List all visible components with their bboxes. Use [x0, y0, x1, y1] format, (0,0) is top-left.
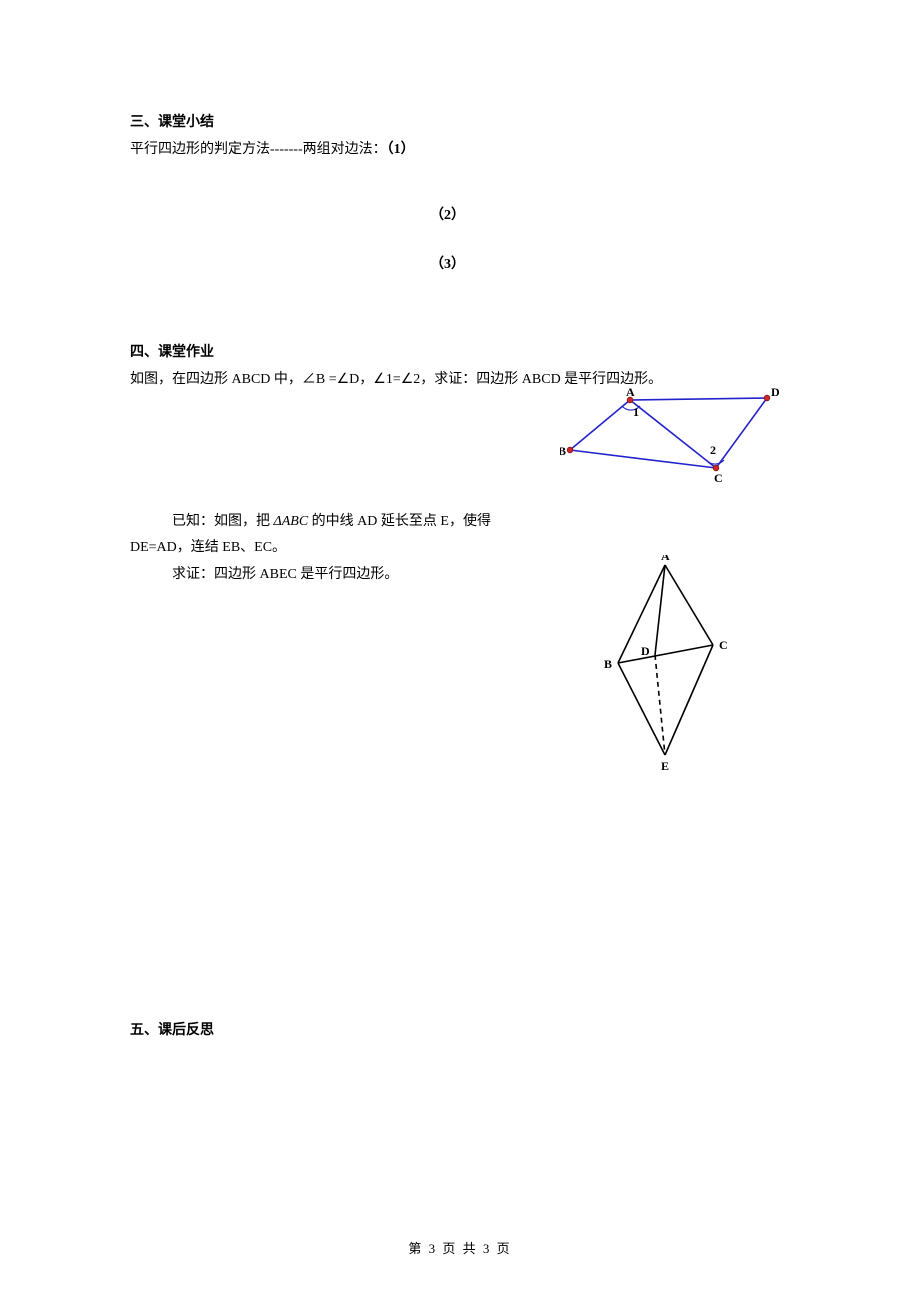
svg-text:2: 2	[710, 443, 716, 457]
section4-heading: 四、课堂作业	[130, 340, 790, 367]
svg-text:A: A	[661, 555, 670, 563]
svg-text:B: B	[604, 657, 612, 671]
svg-text:C: C	[714, 471, 723, 483]
figure-abcd-parallelogram: A B C D 1 2	[560, 388, 780, 483]
svg-text:B: B	[560, 444, 566, 458]
document-page: 三、课堂小结 平行四边形的判定方法-------两组对边法：（1） （2） （3…	[0, 0, 920, 1302]
svg-text:A: A	[626, 388, 635, 399]
svg-text:C: C	[719, 638, 728, 652]
section5-heading: 五、课后反思	[130, 1018, 790, 1045]
section3-opt3: （3）	[430, 252, 790, 279]
svg-text:E: E	[661, 759, 669, 770]
figure-abec-quadrilateral: A B C D E	[603, 555, 728, 770]
section4-p2-suffix: 的中线 AD 延长至点 E，使得	[308, 514, 491, 529]
section3-opt2: （2）	[430, 203, 790, 230]
section4-p2-prefix: 已知：如图，把	[172, 514, 274, 529]
section3-line1-text: 平行四边形的判定方法-------两组对边法：	[130, 142, 387, 157]
section3-heading: 三、课堂小结	[130, 110, 790, 137]
page-footer: 第 3 页 共 3 页	[0, 1237, 920, 1262]
section4-p2-math: ΔABC	[274, 514, 309, 529]
svg-text:D: D	[771, 388, 780, 399]
section3-line1: 平行四边形的判定方法-------两组对边法：（1）	[130, 137, 790, 164]
section4-p2: 已知：如图，把 ΔABC 的中线 AD 延长至点 E，使得	[172, 509, 790, 536]
svg-text:1: 1	[633, 405, 639, 419]
svg-text:D: D	[641, 644, 650, 658]
section3-opt1: （1）	[387, 142, 415, 157]
